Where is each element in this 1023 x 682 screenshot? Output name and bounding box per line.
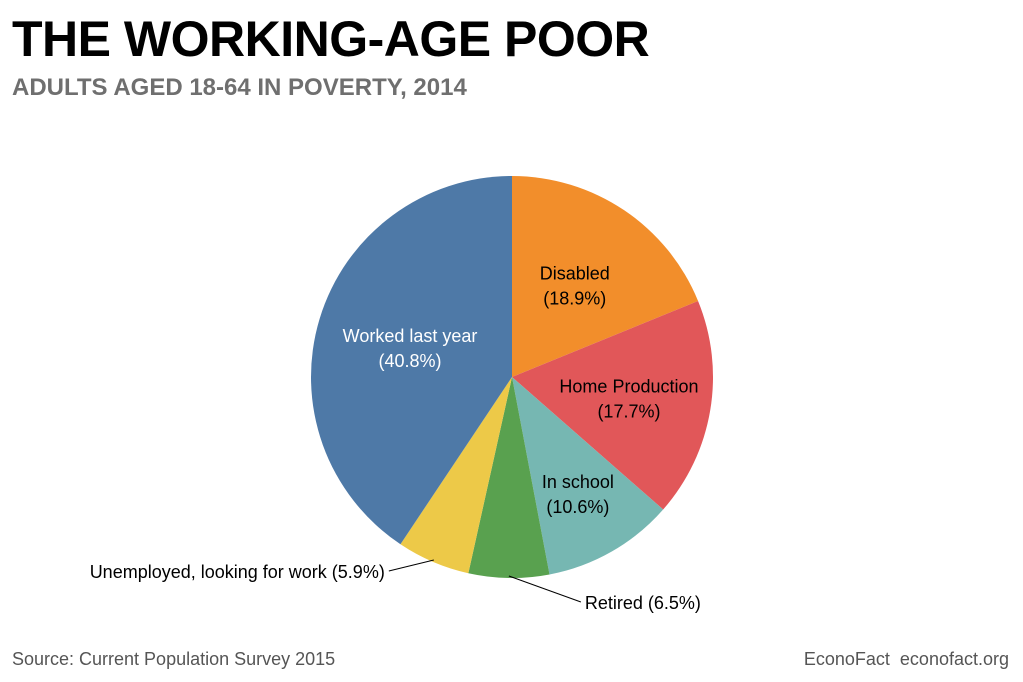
pie-slice-worked-last-year	[311, 176, 512, 545]
slice-label-disabled: Disabled	[540, 264, 610, 284]
pie-slice-disabled	[512, 176, 699, 377]
slice-label-worked-last-year: Worked last year	[343, 326, 478, 346]
slice-value-disabled: (18.9%)	[543, 289, 606, 309]
pie-slice-home-production	[512, 300, 714, 510]
chart-title: THE WORKING-AGE POOR	[12, 11, 650, 67]
brand-credit: EconoFact econofact.org	[803, 649, 1009, 669]
slice-label-home-production: Home Production	[559, 377, 698, 397]
slice-label-retired: Retired (6.5%)	[585, 593, 701, 613]
slice-value-worked-last-year: (40.8%)	[379, 351, 442, 371]
chart-subtitle: ADULTS AGED 18-64 IN POVERTY, 2014	[12, 74, 467, 101]
slice-label-in-school: In school	[542, 472, 614, 492]
pie-slices	[311, 176, 714, 579]
pie-slice-unemployed-looking-for-work	[400, 377, 512, 574]
slice-value-home-production: (17.7%)	[597, 402, 660, 422]
slice-labels: Disabled (18.9%) Home Production (17.7%) In …	[90, 264, 701, 613]
callout-leader-lines	[388, 559, 582, 603]
slice-value-in-school: (10.6%)	[546, 497, 609, 517]
source-note: Source: Current Population Survey 2015	[12, 649, 336, 669]
leader-line-retired	[508, 575, 582, 603]
pie-slice-in-school	[512, 377, 664, 575]
leader-line-unemployed-looking-for-work	[388, 559, 434, 572]
slice-label-unemployed-looking-for-work: Unemployed, looking for work (5.9%)	[90, 562, 385, 582]
pie-slice-retired	[468, 377, 550, 579]
